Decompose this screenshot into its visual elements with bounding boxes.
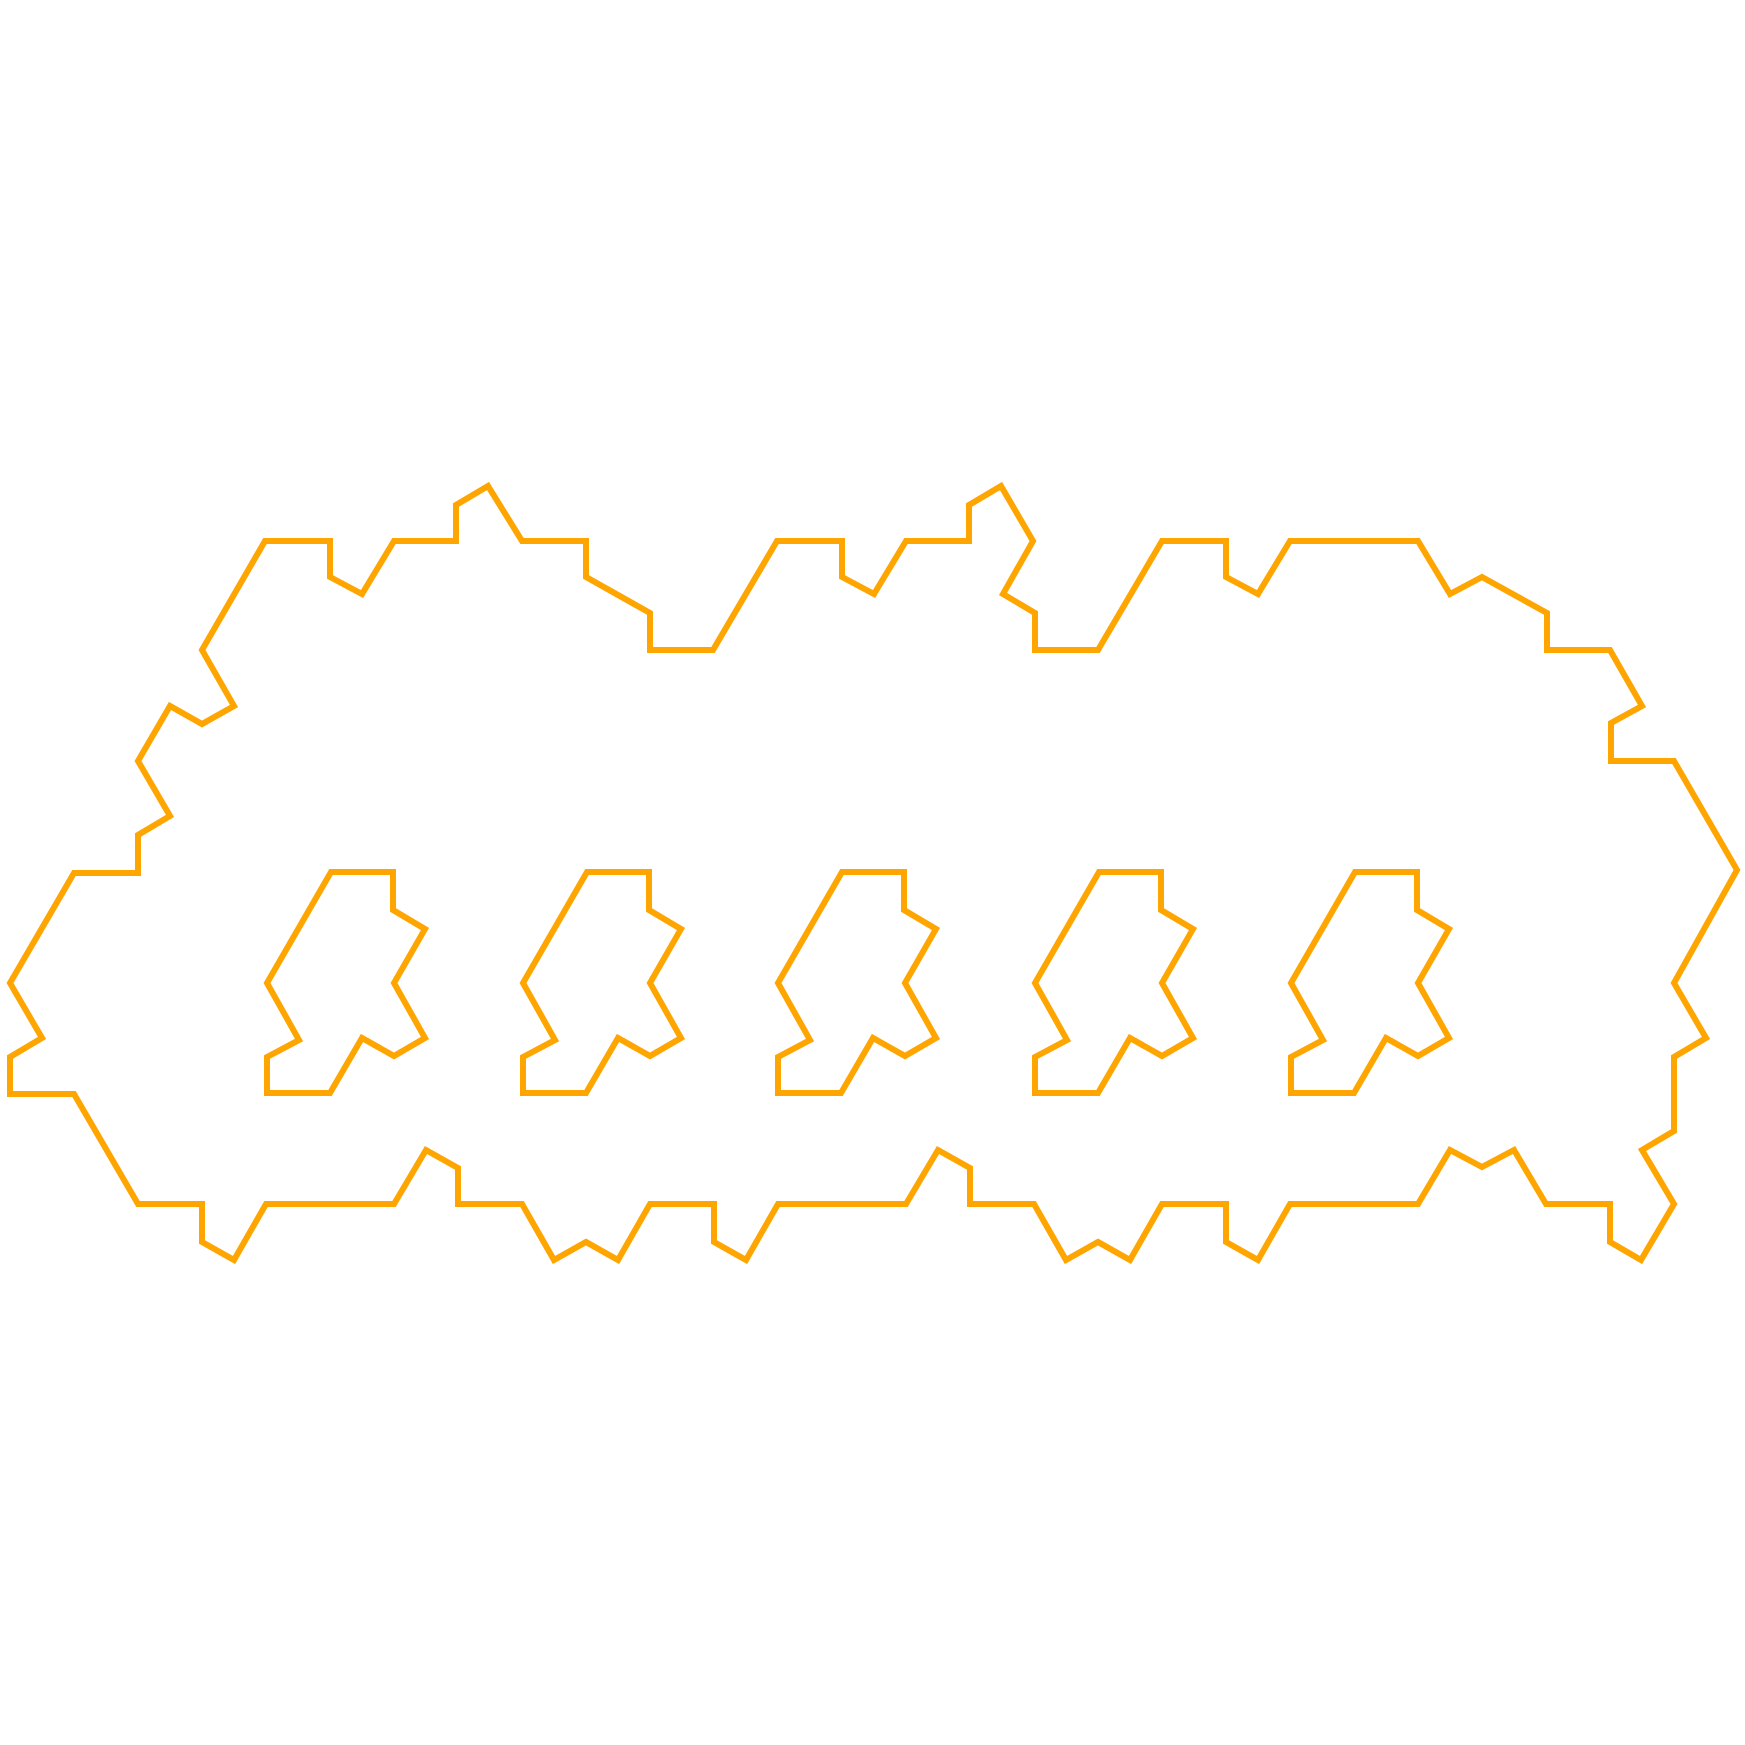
- hole-1: [263, 869, 430, 1096]
- shape-group: [6, 481, 1741, 1265]
- hole-5: [1287, 869, 1454, 1096]
- hole-3: [774, 869, 941, 1096]
- outer-boundary: [6, 481, 1741, 1265]
- hole-2: [519, 869, 686, 1096]
- hole-4: [1031, 869, 1198, 1096]
